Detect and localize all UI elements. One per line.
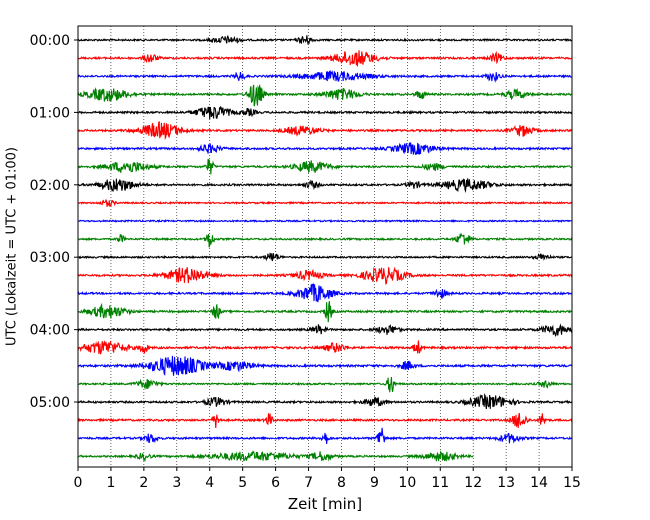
- trace-group: [77, 34, 573, 463]
- x-tick-label: 15: [563, 475, 581, 491]
- x-tick-label: 3: [172, 475, 181, 491]
- trace-line: [77, 282, 573, 303]
- trace-line: [77, 120, 573, 141]
- trace-line: [77, 450, 474, 463]
- y-tick-label: 05:00: [30, 395, 70, 411]
- x-tick-label: 11: [431, 475, 449, 491]
- trace-line: [77, 178, 573, 193]
- y-tick-label: 01:00: [30, 105, 70, 121]
- x-tick-label: 9: [370, 475, 379, 491]
- y-tick-label: 04:00: [30, 323, 70, 339]
- trace-line: [77, 392, 573, 410]
- x-tick-label: 0: [74, 475, 83, 491]
- trace-line: [77, 339, 573, 355]
- trace-line: [77, 323, 573, 337]
- y-axis: 00:00 01:00 02:00 03:00 04:00 05:00: [30, 33, 78, 411]
- plot-background: [78, 26, 572, 467]
- plot-frame: [77, 25, 573, 468]
- trace-line: [77, 427, 573, 444]
- trace-line: [77, 84, 573, 107]
- trace-line: [77, 142, 573, 155]
- trace-line: [77, 34, 573, 46]
- y-axis-label: UTC (Lokalzeit = UTC + 01:00): [5, 147, 20, 346]
- x-tick-label: 6: [271, 475, 280, 491]
- trace-line: [77, 252, 573, 262]
- trace-line: [77, 69, 573, 84]
- x-tick-label: 10: [398, 475, 416, 491]
- x-tick-label: 2: [139, 475, 148, 491]
- x-tick-label: 7: [304, 475, 313, 491]
- trace-line: [77, 301, 573, 323]
- trace-line: [77, 199, 573, 208]
- trace-line: [77, 50, 573, 67]
- y-tick-label: 02:00: [30, 178, 70, 194]
- trace-line: [77, 218, 573, 224]
- x-tick-label: 12: [464, 475, 482, 491]
- trace-line: [77, 412, 573, 429]
- x-tick-label: 13: [497, 475, 515, 491]
- trace-line: [77, 355, 573, 377]
- x-tick-label: 8: [337, 475, 346, 491]
- trace-line: [77, 232, 573, 248]
- trace-line: [77, 376, 573, 393]
- y-tick-label: 00:00: [30, 33, 70, 49]
- trace-line: [77, 266, 573, 286]
- y-tick-label: 03:00: [30, 250, 70, 266]
- trace-line: [77, 105, 573, 120]
- x-tick-label: 1: [106, 475, 115, 491]
- x-tick-label: 5: [238, 475, 247, 491]
- x-axis: 0 1 2 3 4 5 6 7 8 9 10 11 12 13 14 15: [74, 467, 581, 491]
- x-tick-label: 14: [530, 475, 548, 491]
- trace-line: [77, 158, 573, 175]
- x-tick-label: 4: [205, 475, 214, 491]
- x-axis-label: Zeit [min]: [288, 495, 362, 513]
